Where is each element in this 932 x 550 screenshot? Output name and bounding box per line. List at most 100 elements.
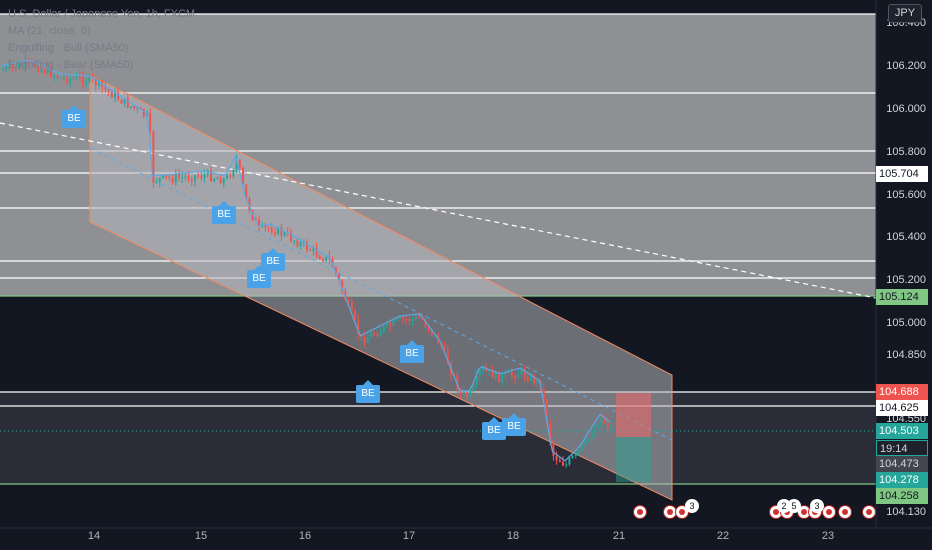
candle-body [18, 63, 20, 69]
candle-body [418, 316, 420, 318]
candle-body [216, 178, 219, 180]
economic-event-icon[interactable] [862, 505, 876, 519]
candle-body [136, 107, 139, 109]
candle-body [274, 232, 276, 235]
currency-button[interactable]: JPY [888, 4, 922, 23]
candle-body [350, 301, 353, 311]
candle-body [232, 169, 235, 177]
candle-body [165, 174, 168, 177]
time-axis-panel [0, 528, 932, 550]
candles [2, 54, 612, 468]
candle-body [149, 112, 152, 132]
price-tick: 105.600 [886, 189, 926, 201]
candle-body [238, 159, 241, 169]
legend-ma[interactable]: MA (21, close, 0) [8, 25, 91, 37]
regression-channel [89, 74, 673, 501]
candle-body [395, 318, 398, 320]
candle-body [347, 300, 350, 302]
engulfing-bear-marker[interactable]: BE [400, 340, 424, 363]
candle-body [443, 345, 446, 350]
candle-body [296, 240, 299, 247]
engulfing-bear-marker[interactable]: BE [356, 380, 380, 403]
candle-body [558, 460, 561, 463]
candle-body [600, 418, 603, 427]
price-tick: 105.000 [886, 317, 926, 329]
economic-event-icon[interactable] [838, 505, 852, 519]
candle-body [210, 170, 212, 182]
candle-body [8, 64, 11, 67]
stop-price-badge: 104.688 [876, 384, 928, 400]
price-tick: 106.000 [886, 103, 926, 115]
candle-body [306, 241, 308, 251]
candle-body [267, 227, 270, 229]
candle-body [46, 67, 49, 74]
candle-body [270, 228, 273, 233]
time-tick: 22 [716, 530, 730, 542]
candle-body [59, 77, 62, 79]
candle-body [11, 64, 14, 67]
engulfing-bear-marker[interactable]: BE [212, 201, 236, 224]
candle-body [411, 318, 414, 321]
candle-body [523, 368, 526, 377]
engulfing-bear-marker[interactable]: BE [482, 417, 506, 440]
candle-body [366, 337, 369, 344]
candle-body [37, 67, 40, 73]
candle-body [213, 178, 216, 182]
economic-event-icon[interactable] [822, 505, 836, 519]
candle-body [178, 174, 180, 178]
candle-body [610, 424, 612, 427]
engulfing-bear-marker[interactable]: BE [261, 248, 285, 271]
engulfing-bear-marker[interactable]: BE [247, 265, 271, 288]
candle-body [21, 63, 24, 67]
candle-body [357, 319, 360, 335]
candle-body [66, 77, 68, 83]
candle-body [568, 458, 571, 465]
level-badge: 105.704 [876, 166, 928, 182]
candle-body [50, 67, 52, 78]
event-count-badge[interactable]: 3 [685, 499, 699, 513]
level-badge: 104.258 [876, 488, 928, 504]
candle-body [229, 175, 232, 177]
candle-body [603, 418, 606, 423]
candle-body [459, 390, 462, 394]
price-tick: 105.800 [886, 146, 926, 158]
event-count-badge[interactable]: 3 [810, 499, 824, 513]
dashed-trendline [0, 122, 877, 299]
candle-body [162, 174, 164, 179]
candle-body [379, 332, 382, 337]
candle-body [562, 462, 564, 466]
time-tick: 23 [821, 530, 835, 542]
legend-bear[interactable]: Engulfing - Bear (SMA50) [8, 59, 134, 71]
candle-body [402, 316, 404, 319]
candle-body [142, 108, 145, 116]
candle-body [104, 86, 107, 90]
event-count-badge[interactable]: 5 [787, 499, 801, 513]
engulfing-bear-marker[interactable]: BE [502, 413, 526, 436]
price-tick: 104.550 [886, 413, 926, 425]
candle-body [312, 247, 315, 251]
candle-body [517, 374, 520, 379]
candle-body [248, 198, 251, 211]
legend-bull[interactable]: Engulfing - Bull (SMA50) [8, 42, 129, 54]
economic-event-icon[interactable] [633, 505, 647, 519]
engulfing-bear-marker[interactable]: BE [62, 105, 86, 128]
candle-body [114, 92, 116, 98]
candle-body [594, 427, 596, 437]
moving-average-line [1, 59, 611, 462]
candle-body [491, 369, 494, 379]
price-tick: 104.130 [886, 506, 926, 518]
candle-body [414, 316, 417, 319]
candle-body [498, 371, 500, 383]
symbol-title[interactable]: U.S. Dollar / Japanese Yen, 1h, FXCM [8, 8, 196, 20]
candle-body [184, 176, 187, 178]
candle-body [290, 232, 292, 241]
price-tick: 104.850 [886, 349, 926, 361]
candle-body [219, 178, 222, 184]
candle-body [354, 310, 356, 320]
candle-body [590, 436, 593, 438]
target-price-badge: 104.278 [876, 472, 928, 488]
candle-body [197, 175, 200, 177]
candle-body [283, 232, 286, 236]
candle-body [549, 422, 552, 441]
